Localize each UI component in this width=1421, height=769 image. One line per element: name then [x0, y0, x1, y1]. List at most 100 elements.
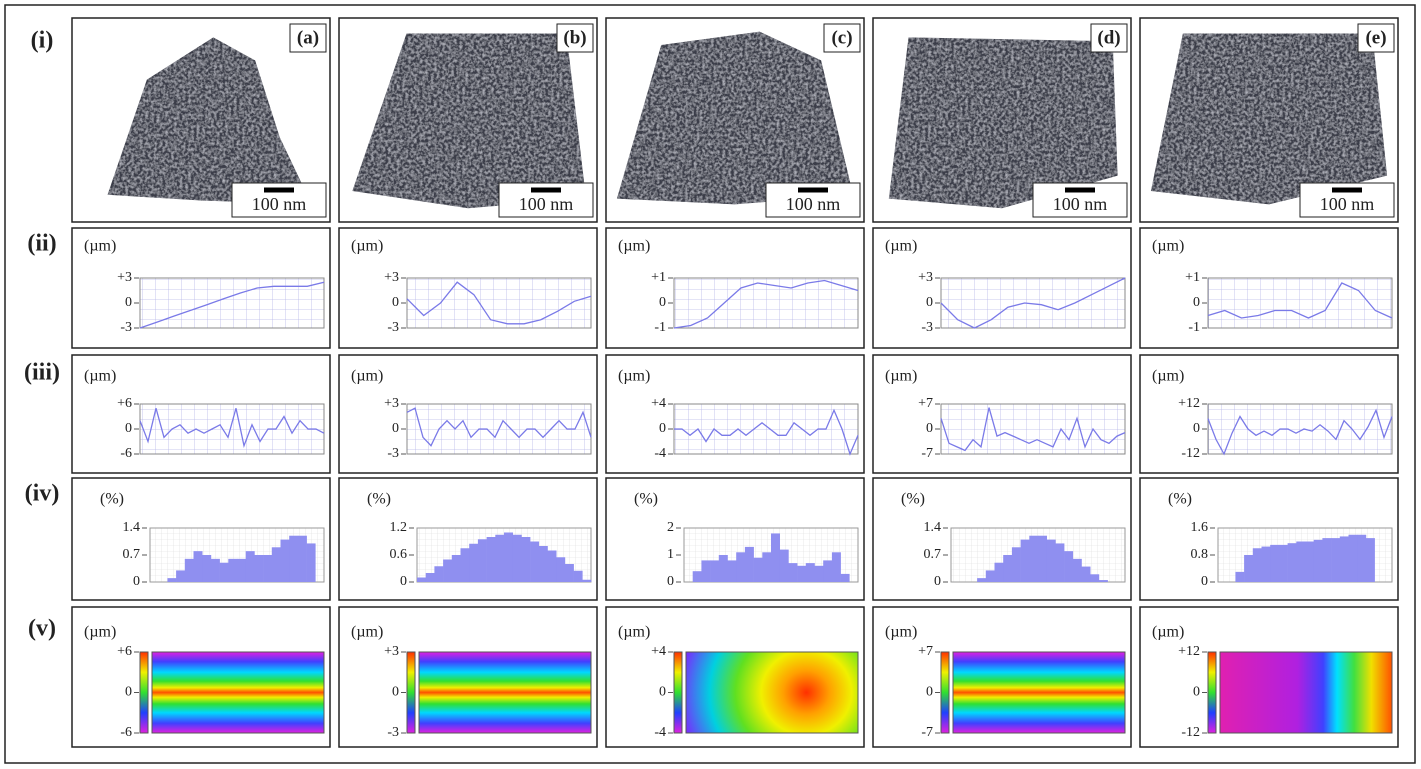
y-tick-label: -12 — [1181, 446, 1200, 461]
unit-label: (µm) — [618, 238, 650, 255]
histogram-bar — [719, 555, 728, 582]
row-label: (ii) — [27, 231, 56, 257]
histogram-bar — [504, 533, 513, 583]
y-tick-label: 0 — [392, 685, 399, 700]
y-tick-label: -7 — [921, 446, 933, 461]
histogram-bar — [728, 560, 737, 582]
histogram-bar — [1099, 580, 1108, 582]
histogram-bar — [220, 563, 229, 582]
histogram-bar — [556, 557, 565, 582]
histogram-bar — [530, 542, 539, 583]
plot-area — [941, 278, 1125, 328]
histogram-bar — [832, 552, 841, 582]
histogram-bar — [194, 551, 203, 582]
histogram-bar — [254, 555, 263, 582]
y-tick-label: 0 — [133, 574, 140, 589]
y-tick-label: 0.7 — [924, 547, 942, 562]
histogram-bar — [1262, 547, 1271, 582]
color-bar — [407, 652, 415, 733]
histogram-bar — [513, 535, 522, 582]
histogram-bar — [443, 560, 452, 583]
unit-label: (%) — [1168, 491, 1192, 508]
histogram-bar — [539, 546, 548, 582]
unit-label: (%) — [634, 491, 658, 508]
plot-area — [140, 404, 324, 454]
row-label: (iv) — [25, 481, 60, 507]
unit-label: (µm) — [618, 624, 650, 641]
histogram-bar — [246, 551, 255, 582]
row-label: (v) — [28, 616, 56, 642]
histogram-bar — [417, 578, 426, 583]
histogram-bar — [1073, 559, 1082, 582]
y-tick-label: +3 — [918, 270, 933, 285]
y-tick-label: 0 — [125, 295, 132, 310]
histogram-bar — [815, 566, 824, 582]
unit-label: (%) — [367, 491, 391, 508]
y-tick-label: -3 — [387, 320, 399, 335]
histogram-bar — [977, 578, 986, 582]
histogram-bar — [693, 571, 702, 582]
scale-label: 100 nm — [252, 194, 307, 214]
histogram-bar — [1082, 567, 1091, 582]
histogram-bar — [1038, 536, 1047, 582]
histogram-bar — [1322, 538, 1331, 582]
histogram-bar — [211, 559, 220, 582]
y-tick-label: 0 — [659, 421, 666, 436]
y-tick-label: 0 — [400, 574, 407, 589]
histogram-bar — [1314, 540, 1323, 582]
histogram-bar — [521, 537, 530, 582]
histogram-bar — [1064, 551, 1073, 582]
y-tick-label: -3 — [387, 446, 399, 461]
histogram-bar — [263, 555, 272, 582]
histogram-bar — [1047, 540, 1056, 582]
scale-label: 100 nm — [1053, 194, 1108, 214]
unit-label: (µm) — [84, 624, 116, 641]
histogram-bar — [478, 539, 487, 582]
histogram-bar — [1288, 543, 1297, 582]
histogram-bar — [995, 563, 1004, 582]
histogram-bar — [298, 536, 307, 582]
y-tick-label: -12 — [1181, 725, 1200, 740]
y-tick-label: -1 — [654, 320, 666, 335]
plot-area — [407, 278, 591, 328]
panel-label: (d) — [1097, 27, 1120, 48]
y-tick-label: 2 — [667, 520, 674, 535]
y-tick-label: +6 — [117, 396, 132, 411]
color-bar — [1208, 652, 1216, 733]
panel-label: (c) — [831, 27, 852, 48]
histogram-bar — [1270, 545, 1279, 582]
color-map — [152, 652, 324, 733]
histogram-bar — [788, 563, 797, 582]
histogram-bar — [487, 537, 496, 582]
color-bar — [941, 652, 949, 733]
histogram-bar — [185, 559, 194, 582]
unit-label: (µm) — [351, 238, 383, 255]
y-tick-label: 1 — [667, 547, 674, 562]
histogram-bar — [574, 571, 583, 582]
histogram-bar — [1296, 542, 1305, 583]
y-tick-label: 0.7 — [123, 547, 141, 562]
histogram-bar — [823, 560, 832, 582]
y-tick-label: +3 — [384, 396, 399, 411]
histogram-bar — [1305, 542, 1314, 583]
histogram-bar — [745, 547, 754, 582]
y-tick-label: 0 — [392, 295, 399, 310]
unit-label: (µm) — [84, 368, 116, 385]
y-tick-label: 1.6 — [1191, 520, 1209, 535]
histogram-bar — [1003, 555, 1012, 582]
y-tick-label: +4 — [651, 396, 666, 411]
y-tick-label: +7 — [918, 644, 933, 659]
histogram-bar — [237, 559, 246, 582]
color-map — [686, 652, 858, 733]
unit-label: (%) — [901, 491, 925, 508]
histogram-bar — [762, 552, 771, 582]
row-label: (iii) — [24, 360, 60, 386]
y-tick-label: -4 — [654, 446, 666, 461]
unit-label: (µm) — [885, 238, 917, 255]
y-tick-label: 0 — [1193, 685, 1200, 700]
y-tick-label: 0.8 — [1191, 547, 1209, 562]
histogram-bar — [841, 574, 850, 582]
color-bar — [140, 652, 148, 733]
scale-label: 100 nm — [786, 194, 841, 214]
y-tick-label: 0 — [125, 421, 132, 436]
